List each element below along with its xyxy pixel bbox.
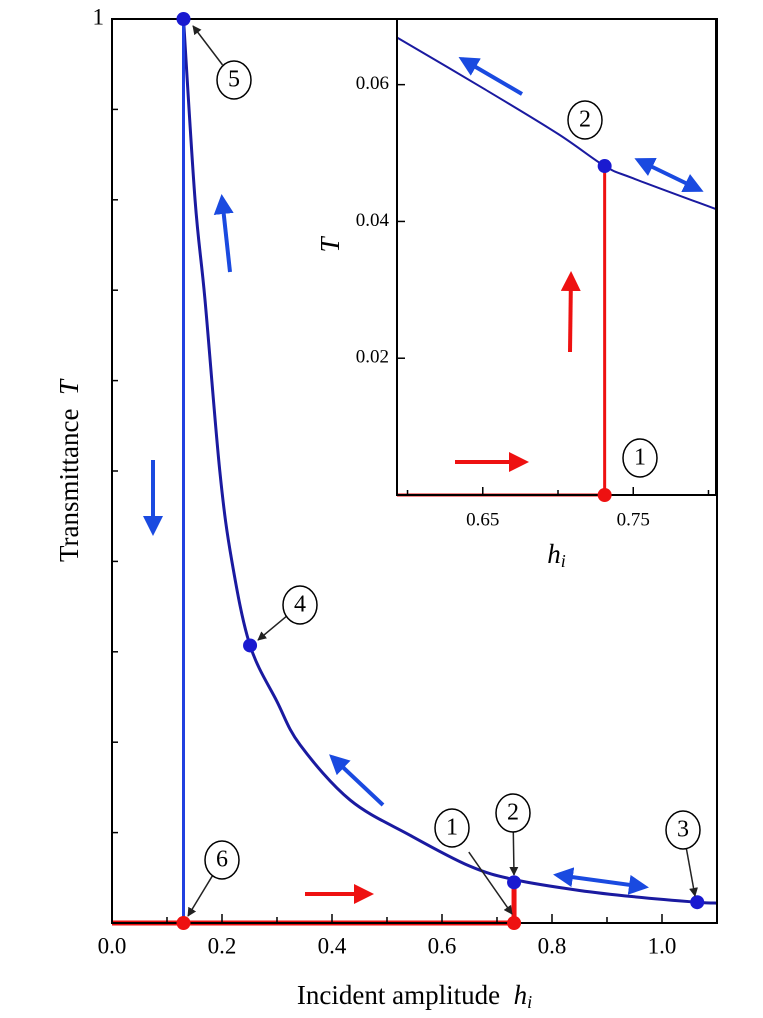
inset-direction-arrows	[455, 56, 704, 472]
x-axis-title: Incident amplitude	[297, 980, 514, 1010]
state-point	[507, 875, 522, 890]
x-tick-label: 0.0	[98, 933, 127, 958]
y-axis-label: T	[315, 236, 345, 253]
x-axis-subscript: i	[561, 551, 566, 571]
annotation-circle	[204, 840, 240, 880]
x-tick-label: 1.0	[648, 933, 677, 958]
x-tick-label: 0.65	[466, 509, 499, 530]
x-tick-label: 0.4	[318, 933, 347, 958]
annotation-circle	[495, 793, 531, 833]
y-axis-label: Transmittance T	[54, 378, 84, 562]
inset-background	[397, 19, 716, 495]
annotation-label: 1	[446, 815, 458, 841]
state-point	[176, 916, 191, 930]
annotation-label: 2	[579, 107, 591, 133]
plot-frame	[396, 18, 717, 496]
annotation-label: 5	[228, 67, 240, 93]
arrow	[213, 194, 234, 273]
inset-plot: 0.65 0.75 0.02 0.04 0.06 hi T 1 2	[315, 18, 717, 571]
annotation-circle	[282, 585, 318, 625]
annotation-label: 1	[634, 445, 646, 471]
x-axis-symbol: h	[514, 980, 528, 1010]
state-point	[690, 895, 705, 910]
annotation-circle	[216, 60, 252, 100]
annotation-circle	[567, 100, 603, 140]
annotation-arrow	[685, 848, 698, 897]
arrow	[553, 867, 649, 895]
annotation-label: 4	[294, 592, 306, 618]
y-tick-label: 0.04	[356, 210, 390, 231]
state-point	[597, 159, 612, 174]
state-point	[243, 638, 258, 653]
annotation-arrow	[468, 851, 513, 915]
annotation-circle	[665, 810, 701, 850]
x-tick-label: 0.75	[617, 509, 650, 530]
y-tick-label: 0.06	[356, 73, 389, 94]
x-axis-label: Incident amplitude hi	[297, 980, 532, 1012]
annotation-label: 6	[216, 847, 228, 873]
annotation-circle	[622, 438, 658, 478]
x-axis-symbol: h	[547, 539, 561, 569]
annotation-arrow	[192, 25, 224, 66]
y-axis-title: Transmittance	[54, 395, 84, 562]
annotation-label: 3	[677, 817, 689, 843]
state-point	[507, 916, 522, 930]
annotation-label: 2	[507, 800, 519, 826]
y-tick-label: 1	[93, 4, 105, 29]
arrow	[458, 56, 524, 96]
arrow	[560, 271, 581, 353]
y-tick-label: 0.02	[356, 347, 389, 368]
annotation-arrow	[257, 614, 289, 641]
annotation-arrow	[187, 875, 214, 917]
arrow	[329, 754, 385, 807]
annotation-arrow	[509, 830, 519, 876]
x-tick-label: 0.2	[208, 933, 237, 958]
annotation-circle	[434, 808, 470, 848]
arrow	[634, 157, 704, 193]
x-axis-label: hi	[547, 539, 566, 571]
x-axis-subscript: i	[527, 992, 532, 1012]
series-line	[182, 18, 718, 905]
direction-arrows	[143, 194, 649, 904]
y-axis-symbol: T	[315, 236, 345, 253]
series-line	[112, 882, 517, 926]
state-point	[176, 12, 191, 26]
x-tick-label: 0.6	[428, 933, 457, 958]
x-tick-label: 0.8	[538, 933, 567, 958]
state-point	[597, 488, 612, 502]
y-axis-symbol: T	[54, 378, 84, 395]
